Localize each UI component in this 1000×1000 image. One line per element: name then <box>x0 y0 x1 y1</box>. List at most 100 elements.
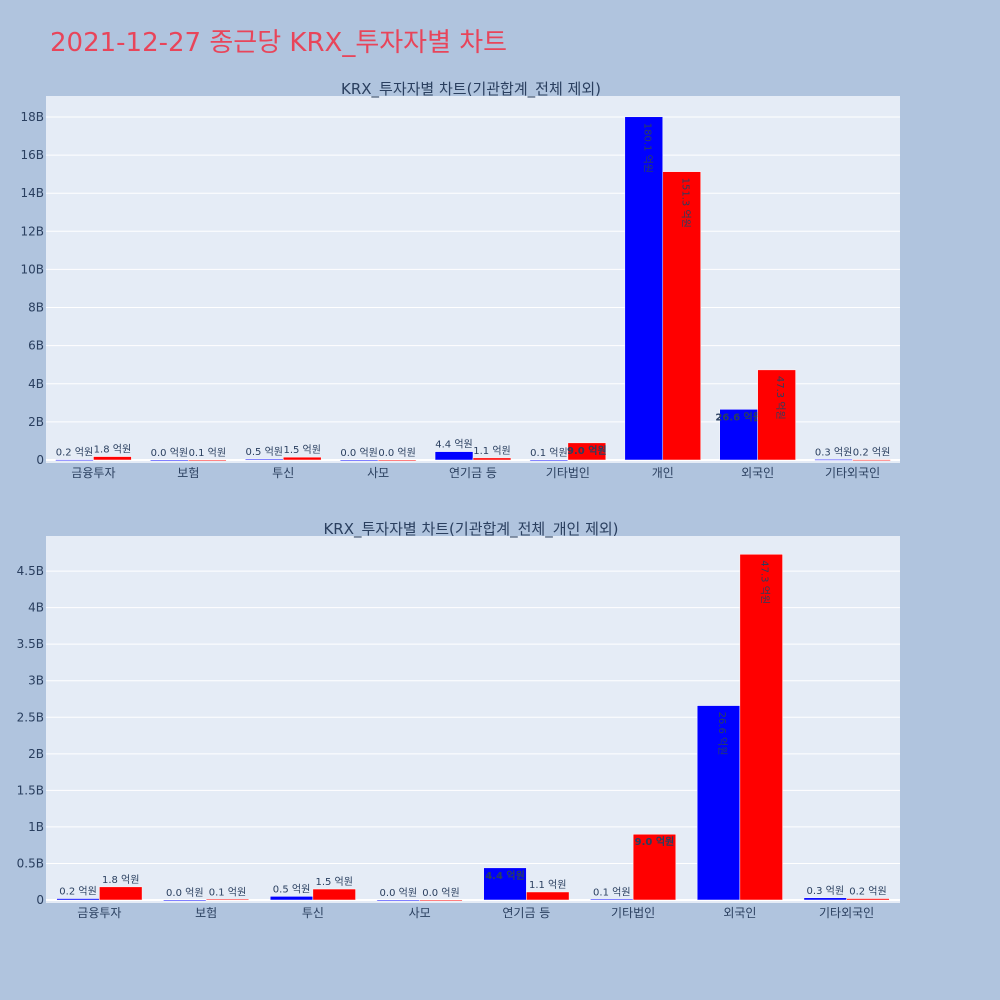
chart-title: KRX_투자자별 차트(기관합계_전체_개인 제외) <box>323 520 618 539</box>
y-tick-label: 2B <box>28 415 44 429</box>
bar-value-label: 0.1 억원 <box>530 447 567 459</box>
bar-series2 <box>205 899 250 901</box>
bar-value-label: 0.5 억원 <box>273 883 310 895</box>
bar-value-label: 1.5 억원 <box>283 444 320 456</box>
bar-series2 <box>846 898 890 901</box>
bar-value-label: 4.4 억원 <box>435 439 472 451</box>
y-tick-label: 2.5B <box>17 710 44 724</box>
bar-value-label: 0.0 억원 <box>378 447 415 459</box>
x-tick-label: 보험 <box>177 466 199 480</box>
bar-value-label: 0.0 억원 <box>166 887 203 899</box>
bar-value-label: 1.8 억원 <box>102 874 139 886</box>
y-tick-label: 4B <box>28 377 44 391</box>
bar-value-label: 1.1 억원 <box>529 879 566 891</box>
y-tick-label: 14B <box>20 186 44 200</box>
bar-value-label: 0.1 억원 <box>189 447 226 459</box>
y-tick-label: 0.5B <box>17 856 44 870</box>
bar-value-label: 0.2 억원 <box>56 447 93 459</box>
bar-series2 <box>526 891 570 901</box>
x-tick-label: 연기금 등 <box>449 466 497 480</box>
bar-value-label: 26.6 억원 <box>715 410 762 423</box>
x-tick-label: 사모 <box>409 906 431 920</box>
x-tick-label: 개인 <box>652 466 674 480</box>
chart-1: KRX_투자자별 차트(기관합계_전체 제외) 0 2B 4B 6B 8B 10B 12B 14… <box>20 80 900 480</box>
bar-series1 <box>269 896 314 901</box>
bar-value-label: 47.3 억원 <box>774 376 786 420</box>
y-tick-label: 3.5B <box>17 637 44 651</box>
bar-value-label: 1.8 억원 <box>94 444 131 456</box>
x-tick-label: 기타외국인 <box>825 466 880 480</box>
bar-value-label: 26.6 억원 <box>716 712 728 756</box>
bar-value-label: 0.0 억원 <box>151 447 188 459</box>
bar-value-label: 1.5 억원 <box>315 876 352 888</box>
bar-value-label: 0.2 억원 <box>853 447 890 459</box>
bar-series1 <box>150 459 189 462</box>
bar-value-label: 151.3 억원 <box>679 178 691 228</box>
bar-series1 <box>245 458 284 461</box>
bar-series1 <box>624 116 664 461</box>
bar-value-label: 0.3 억원 <box>807 885 844 897</box>
x-tick-label: 투신 <box>302 906 324 920</box>
bar-series2 <box>93 456 132 461</box>
bar-series1 <box>696 705 741 901</box>
bar-value-label: 0.2 억원 <box>59 886 96 898</box>
x-tick-label: 외국인 <box>723 906 756 920</box>
y-tick-label: 0 <box>36 893 44 907</box>
bar-value-label: 0.5 억원 <box>246 446 283 458</box>
y-tick-label: 10B <box>20 262 44 276</box>
bar-value-label: 9.0 억원 <box>567 444 607 457</box>
bar-series2 <box>312 888 356 901</box>
bar-series1 <box>163 899 207 902</box>
chart-title: KRX_투자자별 차트(기관합계_전체 제외) <box>341 80 601 99</box>
bar-series2 <box>377 459 417 462</box>
y-tick-label: 12B <box>20 224 44 238</box>
bar-value-label: 0.2 억원 <box>849 886 886 898</box>
x-tick-label: 외국인 <box>741 466 774 480</box>
page-title: 2021-12-27 종근당 KRX_투자자별 차트 <box>50 28 508 58</box>
y-tick-label: 3B <box>28 674 44 688</box>
y-tick-label: 1B <box>28 820 44 834</box>
y-tick-label: 16B <box>20 148 44 162</box>
y-tick-label: 6B <box>28 339 44 353</box>
y-tick-label: 4B <box>28 601 44 615</box>
bar-series1 <box>483 867 527 901</box>
bar-series2 <box>282 456 322 461</box>
chart-2: KRX_투자자별 차트(기관합계_전체_개인 제외) 0 0.5B 1B 1.5B 2B 2… <box>17 520 900 920</box>
y-tick-label: 1.5B <box>17 783 44 797</box>
bar-series2 <box>739 554 783 901</box>
bar-value-label: 0.0 억원 <box>422 887 459 899</box>
y-tick-label: 0 <box>36 453 44 467</box>
x-tick-label: 기타외국인 <box>819 906 874 920</box>
x-tick-label: 기타법인 <box>546 466 590 480</box>
bar-series1 <box>339 459 379 462</box>
bar-value-label: 0.0 억원 <box>340 447 377 459</box>
bar-value-label: 4.4 억원 <box>485 869 525 882</box>
bar-series1 <box>719 409 758 461</box>
bar-series2 <box>662 171 701 461</box>
x-tick-label: 투신 <box>272 466 294 480</box>
bar-series1 <box>55 459 94 461</box>
bar-series1 <box>434 451 474 461</box>
x-tick-label: 금융투자 <box>71 466 115 480</box>
bar-value-label: 0.3 억원 <box>815 446 852 458</box>
bar-series2 <box>757 369 796 461</box>
y-tick-label: 8B <box>28 301 44 315</box>
bar-series2 <box>632 833 677 901</box>
bar-series2 <box>99 886 143 901</box>
x-tick-label: 기타법인 <box>611 906 655 920</box>
bar-value-label: 0.1 억원 <box>593 886 630 898</box>
y-tick-label: 4.5B <box>17 564 44 578</box>
bar-value-label: 1.1 억원 <box>473 445 510 457</box>
bar-series1 <box>56 898 100 901</box>
x-tick-label: 연기금 등 <box>502 906 550 920</box>
bar-value-label: 180.1 억원 <box>641 123 653 173</box>
x-tick-label: 보험 <box>195 906 217 920</box>
bar-series1 <box>803 897 847 901</box>
bar-value-label: 0.1 억원 <box>209 886 246 898</box>
bar-series1 <box>529 459 569 462</box>
bar-series2 <box>419 899 463 902</box>
bar-series2 <box>852 459 891 461</box>
bar-series1 <box>590 899 634 901</box>
bar-value-label: 9.0 억원 <box>635 835 675 848</box>
